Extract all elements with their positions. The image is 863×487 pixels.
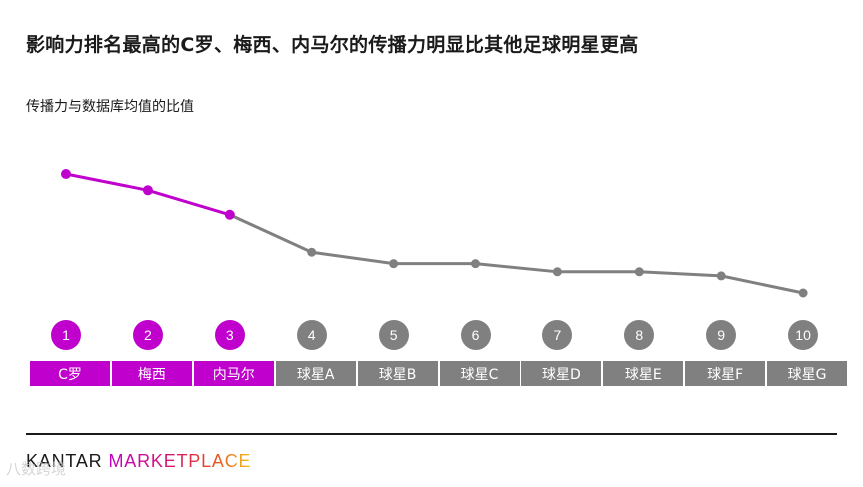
data-point [634,267,644,277]
category-label: 球星B [357,361,438,386]
data-point [552,267,562,277]
footer-divider [26,433,837,435]
rank-badge: 4 [296,320,327,350]
line-segment [639,270,722,278]
data-point [61,169,71,179]
data-point [471,259,480,269]
line-segment [229,213,313,254]
line-segment [147,188,231,217]
category-label: 球星F [685,361,766,386]
line-segment [475,262,558,274]
data-point [142,185,153,196]
data-point [224,209,235,220]
kantar-marketplace-logo: KANTAR MARKETPLACE [26,451,251,472]
data-point [716,271,726,281]
line-segment [65,172,149,192]
rank-badge: 10 [788,320,819,350]
rank-badge: 3 [214,320,245,350]
data-point [389,259,399,269]
watermark: 八数跨境 [6,460,67,478]
chart-subtitle: 传播力与数据库均值的比值 [26,99,194,115]
line-segment [311,250,394,266]
rank-badge: 1 [51,320,81,350]
logo-kantar: KANTAR [26,451,103,471]
rank-badge: 7 [542,320,573,350]
chart-title: 影响力排名最高的C罗、梅西、内马尔的传播力明显比其他足球明星更高 [26,34,639,56]
rank-badge: 8 [624,320,655,350]
logo-marketplace: MARKETPLACE [108,451,252,471]
category-label: C罗 [30,361,110,386]
category-label: 球星G [767,361,848,386]
category-label: 内马尔 [193,361,274,386]
category-label: 球星C [439,361,520,386]
rank-badge: 2 [132,320,163,350]
category-label: 球星E [603,361,684,386]
data-point [798,288,808,298]
rank-badge: 9 [706,320,737,350]
rank-badge: 5 [378,320,409,350]
rank-badge: 6 [460,320,491,350]
category-label: 球星D [521,361,602,386]
category-label: 梅西 [111,361,192,386]
data-point [307,247,317,257]
line-segment [720,274,804,295]
category-label: 球星A [275,361,356,386]
